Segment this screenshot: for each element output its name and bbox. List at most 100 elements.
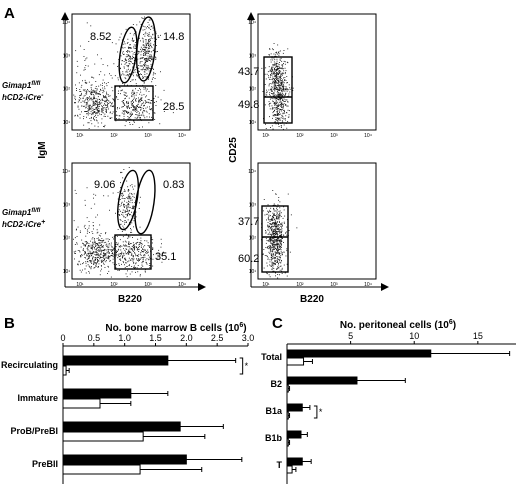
flow-event-dot bbox=[130, 102, 132, 104]
flow-event-dot bbox=[279, 75, 281, 77]
flow-event-dot bbox=[279, 109, 281, 111]
flow-event-dot bbox=[112, 98, 114, 100]
flow-event-dot bbox=[95, 101, 97, 102]
x-tick-label: 1.5 bbox=[149, 333, 162, 343]
flow-event-dot bbox=[129, 44, 131, 46]
flow-event-dot bbox=[275, 54, 277, 56]
flow-event-dot bbox=[130, 107, 132, 108]
flow-event-dot bbox=[104, 248, 106, 250]
flow-event-dot bbox=[91, 76, 92, 78]
flow-event-dot bbox=[132, 255, 134, 256]
flow-event-dot bbox=[136, 75, 138, 77]
flow-event-dot bbox=[107, 65, 109, 67]
flow-plot-frame bbox=[71, 162, 191, 280]
flow-event-dot bbox=[281, 244, 282, 246]
flow-event-dot bbox=[153, 44, 154, 46]
flow-event-dot bbox=[136, 24, 138, 26]
flow-event-dot bbox=[271, 263, 273, 264]
flow-event-dot bbox=[98, 93, 99, 94]
flow-event-dot bbox=[135, 66, 137, 68]
flow-event-dot bbox=[275, 225, 277, 227]
flow-event-dot bbox=[144, 52, 145, 54]
bar bbox=[286, 376, 358, 385]
flow-event-dot bbox=[275, 123, 277, 125]
flow-event-dot bbox=[152, 78, 153, 80]
flow-event-dot bbox=[117, 254, 119, 256]
flow-event-dot bbox=[281, 98, 283, 99]
flow-event-dot bbox=[83, 248, 84, 250]
flow-event-dot bbox=[90, 253, 92, 254]
flow-event-dot bbox=[86, 242, 88, 244]
flow-event-dot bbox=[142, 248, 143, 250]
flow-event-dot bbox=[138, 251, 140, 252]
flow-event-dot bbox=[95, 100, 97, 102]
flow-event-dot bbox=[143, 115, 145, 117]
flow-event-dot bbox=[272, 69, 273, 71]
flow-event-dot bbox=[278, 261, 280, 263]
flow-event-dot bbox=[91, 117, 92, 119]
flow-event-dot bbox=[276, 112, 278, 114]
flow-event-dot bbox=[276, 249, 278, 251]
flow-event-dot bbox=[137, 248, 139, 250]
flow-event-dot bbox=[93, 90, 95, 92]
flow-event-dot bbox=[129, 113, 131, 115]
flow-event-dot bbox=[132, 188, 134, 190]
flow-event-dot bbox=[271, 83, 273, 85]
flow-event-dot bbox=[85, 83, 87, 84]
flow-event-dot bbox=[286, 231, 288, 233]
flow-event-dot bbox=[79, 251, 81, 253]
flow-event-dot bbox=[152, 74, 154, 76]
flow-event-dot bbox=[135, 88, 136, 90]
flow-event-dot bbox=[78, 99, 80, 101]
flow-event-dot bbox=[88, 252, 90, 254]
flow-event-dot bbox=[84, 252, 86, 254]
flow-event-dot bbox=[273, 249, 275, 250]
flow-event-dot bbox=[96, 250, 98, 252]
flow-event-dot bbox=[278, 87, 280, 88]
flow-event-dot bbox=[145, 39, 147, 41]
flow-event-dot bbox=[142, 76, 144, 78]
genotype-label-bottom: Gimap1fl/fl hCD2-iCre+ bbox=[2, 208, 45, 229]
flow-event-dot bbox=[83, 49, 85, 50]
flow-event-dot bbox=[81, 239, 83, 241]
flow-event-dot bbox=[146, 240, 148, 242]
flow-event-dot bbox=[119, 239, 121, 241]
flow-event-dot bbox=[104, 254, 106, 256]
flow-event-dot bbox=[94, 262, 96, 263]
flow-event-dot bbox=[90, 111, 92, 113]
flow-event-dot bbox=[136, 92, 138, 94]
flow-event-dot bbox=[279, 212, 280, 214]
flow-event-dot bbox=[150, 100, 152, 101]
flow-event-dot bbox=[276, 224, 278, 226]
flow-event-dot bbox=[89, 91, 90, 93]
flow-event-dot bbox=[284, 272, 286, 274]
flow-event-dot bbox=[163, 109, 164, 110]
flow-event-dot bbox=[281, 104, 283, 105]
flow-event-dot bbox=[125, 248, 127, 250]
flow-event-dot bbox=[275, 119, 277, 121]
flow-event-dot bbox=[84, 257, 86, 258]
flow-event-dot bbox=[133, 120, 135, 122]
flow-event-dot bbox=[98, 263, 100, 265]
flow-event-dot bbox=[123, 245, 125, 247]
flow-event-dot bbox=[117, 77, 119, 79]
flow-event-dot bbox=[134, 109, 136, 110]
flow-event-dot bbox=[135, 271, 136, 273]
flow-event-dot bbox=[127, 214, 128, 216]
log-tick-label: 10¹ bbox=[262, 282, 270, 288]
flow-event-dot bbox=[123, 110, 124, 112]
flow-event-dot bbox=[96, 238, 98, 239]
flow-event-dot bbox=[96, 262, 98, 263]
flow-event-dot bbox=[134, 185, 136, 187]
flow-event-dot bbox=[127, 213, 129, 215]
flow-event-dot bbox=[117, 93, 119, 94]
flow-event-dot bbox=[92, 258, 94, 260]
flow-event-dot bbox=[281, 86, 283, 88]
flow-event-dot bbox=[152, 77, 154, 78]
flow-event-dot bbox=[86, 22, 88, 24]
flow-event-dot bbox=[280, 101, 281, 103]
flow-event-dot bbox=[274, 263, 276, 265]
flow-event-dot bbox=[279, 88, 281, 90]
flow-event-dot bbox=[118, 211, 120, 213]
flow-event-dot bbox=[148, 39, 149, 41]
